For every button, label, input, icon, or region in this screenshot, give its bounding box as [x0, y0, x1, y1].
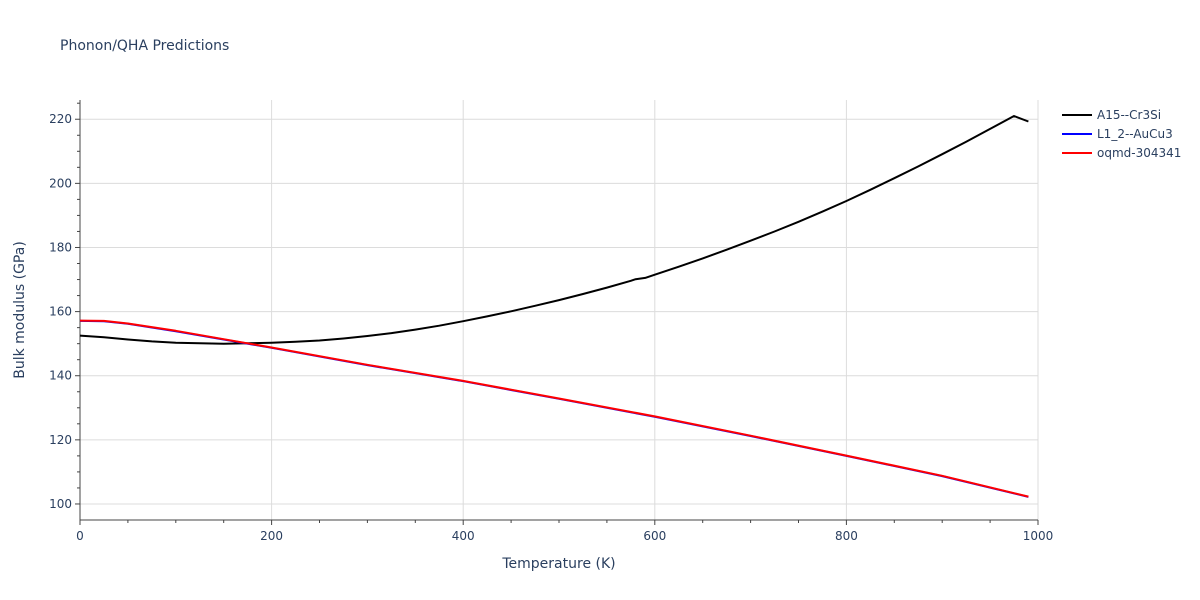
x-tick-labels: 0 200 400 600 800 1000 [76, 529, 1053, 543]
series-layer [79, 115, 1029, 498]
x-tick-label: 400 [452, 529, 475, 543]
legend-label: oqmd-304341 [1097, 146, 1181, 160]
x-axis-title: Temperature (K) [501, 556, 615, 572]
y-tick-label: 200 [49, 176, 72, 190]
axes [75, 100, 1039, 525]
x-tick-label: 0 [76, 529, 84, 543]
grid [80, 100, 1039, 520]
legend-label: L1_2--AuCu3 [1097, 127, 1173, 141]
y-tick-labels: 100 120 140 160 180 200 220 [49, 112, 72, 511]
series-line-3 [79, 319, 1029, 498]
y-tick-label: 100 [49, 497, 72, 511]
y-tick-label: 160 [49, 305, 72, 319]
series-line-1 [79, 115, 1029, 345]
y-tick-label: 140 [49, 369, 72, 383]
x-tick-label: 800 [835, 529, 858, 543]
legend-label: A15--Cr3Si [1097, 108, 1161, 122]
chart-title: Phonon/QHA Predictions [60, 38, 229, 54]
y-tick-label: 180 [49, 240, 72, 254]
legend-item[interactable]: A15--Cr3Si [1062, 108, 1161, 122]
x-tick-label: 200 [260, 529, 283, 543]
y-tick-label: 220 [49, 112, 72, 126]
y-axis-title: Bulk modulus (GPa) [12, 241, 28, 379]
y-tick-label: 120 [49, 433, 72, 447]
legend-item[interactable]: L1_2--AuCu3 [1062, 127, 1173, 141]
x-tick-label: 600 [643, 529, 666, 543]
legend-item[interactable]: oqmd-304341 [1062, 146, 1181, 160]
x-tick-label: 1000 [1023, 529, 1054, 543]
series-line-2 [79, 319, 1029, 498]
legend[interactable]: A15--Cr3Si L1_2--AuCu3 oqmd-304341 [1062, 108, 1181, 160]
